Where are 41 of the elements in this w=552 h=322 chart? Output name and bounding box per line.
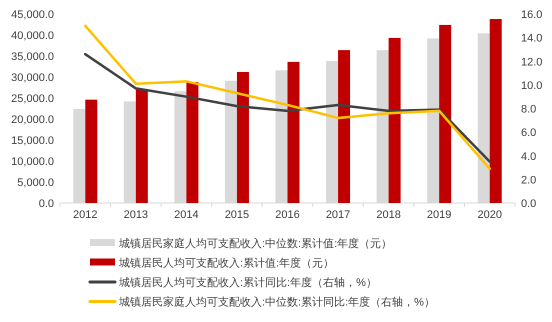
legend-label: 城镇居民人均可支配收入:累计值:年度（元） — [118, 256, 334, 270]
x-tick-label: 2012 — [73, 209, 98, 221]
legend-label: 城镇居民家庭人均可支配收入:中位数:累计同比:年度（右轴，%） — [118, 296, 435, 308]
y2-tick-label: 0.0 — [521, 198, 536, 210]
bar — [388, 38, 401, 203]
y-tick-label: 0.0 — [38, 198, 54, 210]
y2-tick-label: 14.0 — [521, 32, 542, 45]
y2-tick-label: 16.0 — [521, 9, 542, 21]
bar — [136, 90, 148, 203]
bar — [439, 24, 452, 203]
bar — [186, 82, 198, 203]
y-tick-label: 40,000.0 — [11, 30, 54, 42]
x-tick-label: 2015 — [224, 209, 250, 221]
y-tick-label: 5,000.0 — [17, 177, 54, 189]
bar — [85, 100, 98, 203]
legend-label: 城镇居民家庭人均可支配收入:中位数:累计值:年度（元） — [118, 237, 392, 250]
x-tick-label: 2018 — [376, 209, 401, 221]
y2-tick-label: 10.0 — [521, 80, 542, 92]
bar — [288, 62, 300, 203]
x-tick-label: 2014 — [174, 209, 199, 221]
y2-tick-label: 4.0 — [521, 150, 536, 163]
y2-tick-label: 12.0 — [521, 56, 542, 68]
bar — [338, 50, 350, 203]
y2-tick-label: 8.0 — [521, 104, 536, 116]
x-tick-label: 2019 — [426, 209, 452, 221]
x-tick-label: 2020 — [477, 209, 502, 221]
x-tick-label: 2016 — [275, 209, 300, 221]
y-tick-label: 45,000.0 — [11, 9, 54, 21]
y2-tick-label: 6.0 — [521, 127, 536, 140]
y-tick-label: 35,000.0 — [11, 51, 54, 63]
y-tick-label: 15,000.0 — [11, 135, 54, 147]
bar — [236, 72, 249, 203]
y2-tick-label: 2.0 — [521, 174, 536, 186]
x-tick-label: 2017 — [326, 209, 350, 221]
y-tick-label: 10,000.0 — [11, 156, 54, 168]
x-tick-label: 2013 — [124, 209, 148, 221]
y-tick-label: 25,000.0 — [11, 93, 54, 105]
y-tick-label: 30,000.0 — [11, 72, 54, 84]
legend-label: 城镇居民人均可支配收入:累计同比:年度（右轴，%） — [118, 276, 377, 289]
bar — [490, 19, 502, 203]
y-tick-label: 20,000.0 — [11, 114, 54, 126]
